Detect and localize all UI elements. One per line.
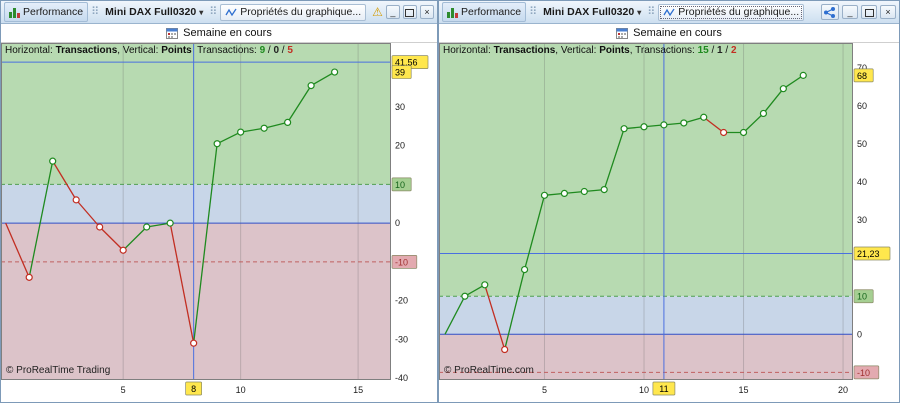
close-button[interactable]: × bbox=[880, 5, 896, 19]
x-axis[interactable] bbox=[439, 380, 899, 402]
period-toolbar: Semaine en cours bbox=[1, 24, 437, 43]
svg-text:15: 15 bbox=[353, 385, 363, 395]
instrument-label: Mini DAX Full0320 bbox=[105, 6, 197, 18]
maximize-icon bbox=[864, 8, 874, 17]
svg-text:-40: -40 bbox=[395, 373, 408, 383]
period-label: Semaine en cours bbox=[633, 27, 722, 39]
svg-text:39: 39 bbox=[395, 68, 405, 78]
svg-text:20: 20 bbox=[395, 141, 405, 151]
maximize-button[interactable] bbox=[861, 5, 877, 19]
chart-header: Horizontal: Transactions, Vertical: Poin… bbox=[443, 45, 737, 56]
maximize-button[interactable] bbox=[402, 5, 417, 19]
minimize-button[interactable]: _ bbox=[842, 5, 858, 19]
minimize-button[interactable]: _ bbox=[385, 5, 400, 19]
svg-text:20: 20 bbox=[838, 385, 848, 395]
calendar-icon[interactable] bbox=[616, 27, 629, 39]
instrument-selector[interactable]: Mini DAX Full0320 ▾ bbox=[540, 5, 644, 19]
titlebar: Performance ⠿ Mini DAX Full0320 ▾ ⠿ Prop… bbox=[1, 1, 437, 24]
svg-text:30: 30 bbox=[857, 215, 867, 225]
chart-header: Horizontal: Transactions, Vertical: Poin… bbox=[5, 45, 293, 56]
chart-properties-icon bbox=[663, 7, 675, 18]
chart-properties-label: Propriétés du graphique... bbox=[240, 6, 362, 18]
y-axis[interactable] bbox=[853, 43, 899, 380]
close-button[interactable]: × bbox=[419, 5, 435, 19]
svg-text:30: 30 bbox=[395, 102, 405, 112]
svg-text:0: 0 bbox=[857, 329, 862, 339]
performance-icon bbox=[9, 7, 20, 18]
copyright: © ProRealTime.com bbox=[444, 365, 534, 376]
svg-text:-20: -20 bbox=[395, 296, 408, 306]
drag-handle-icon[interactable]: ⠿ bbox=[529, 5, 538, 18]
chart-properties-label: Propriétés du graphique... bbox=[678, 6, 800, 18]
svg-text:10: 10 bbox=[639, 385, 649, 395]
equity-chart[interactable]: Horizontal: Transactions, Vertical: Poin… bbox=[439, 43, 899, 402]
instrument-selector[interactable]: Mini DAX Full0320 ▾ bbox=[102, 5, 206, 19]
svg-text:70: 70 bbox=[857, 63, 867, 73]
svg-text:10: 10 bbox=[857, 292, 867, 302]
svg-text:5: 5 bbox=[542, 385, 547, 395]
performance-tab[interactable]: Performance bbox=[4, 2, 89, 22]
calendar-icon[interactable] bbox=[166, 27, 179, 39]
svg-text:-10: -10 bbox=[857, 368, 870, 378]
chart-properties-icon bbox=[225, 7, 237, 18]
svg-text:60: 60 bbox=[857, 101, 867, 111]
svg-text:21,23: 21,23 bbox=[857, 249, 880, 259]
svg-text:15: 15 bbox=[739, 385, 749, 395]
maximize-icon bbox=[405, 8, 415, 17]
period-toolbar: Semaine en cours bbox=[439, 24, 899, 43]
share-button[interactable] bbox=[821, 4, 839, 20]
drag-handle-icon[interactable]: ⠿ bbox=[209, 5, 218, 18]
instrument-label: Mini DAX Full0320 bbox=[543, 6, 635, 18]
titlebar: Performance ⠿ Mini DAX Full0320 ▾ ⠿ Prop… bbox=[439, 1, 899, 24]
svg-text:41,56: 41,56 bbox=[395, 58, 418, 68]
performance-tab-label: Performance bbox=[23, 6, 84, 18]
svg-text:10: 10 bbox=[395, 180, 405, 190]
svg-text:68: 68 bbox=[857, 71, 867, 81]
chevron-down-icon: ▾ bbox=[637, 7, 642, 17]
y-axis[interactable] bbox=[391, 43, 437, 380]
x-axis[interactable] bbox=[1, 380, 437, 402]
svg-text:40: 40 bbox=[857, 177, 867, 187]
chevron-down-icon: ▾ bbox=[199, 7, 204, 17]
svg-text:5: 5 bbox=[121, 385, 126, 395]
copyright: © ProRealTime Trading bbox=[6, 365, 111, 376]
equity-chart[interactable]: Horizontal: Transactions, Vertical: Poin… bbox=[1, 43, 437, 402]
performance-tab-label: Performance bbox=[461, 6, 522, 18]
warning-icon[interactable]: ⚠ bbox=[372, 5, 383, 19]
svg-text:50: 50 bbox=[857, 139, 867, 149]
performance-window-left: Performance ⠿ Mini DAX Full0320 ▾ ⠿ Prop… bbox=[0, 0, 438, 403]
svg-text:10: 10 bbox=[236, 385, 246, 395]
svg-text:8: 8 bbox=[191, 384, 196, 394]
share-icon bbox=[824, 7, 835, 18]
svg-text:-10: -10 bbox=[395, 257, 408, 267]
performance-icon bbox=[447, 7, 458, 18]
chart-properties-button[interactable]: Propriétés du graphique... bbox=[658, 3, 805, 21]
performance-tab[interactable]: Performance bbox=[442, 2, 527, 22]
drag-handle-icon[interactable]: ⠿ bbox=[647, 5, 656, 18]
svg-text:-30: -30 bbox=[395, 334, 408, 344]
svg-text:11: 11 bbox=[659, 384, 668, 394]
svg-text:0: 0 bbox=[395, 218, 400, 228]
drag-handle-icon[interactable]: ⠿ bbox=[91, 5, 100, 18]
period-label: Semaine en cours bbox=[183, 27, 272, 39]
performance-window-right: Performance ⠿ Mini DAX Full0320 ▾ ⠿ Prop… bbox=[438, 0, 900, 403]
chart-properties-button[interactable]: Propriétés du graphique... bbox=[220, 3, 367, 21]
